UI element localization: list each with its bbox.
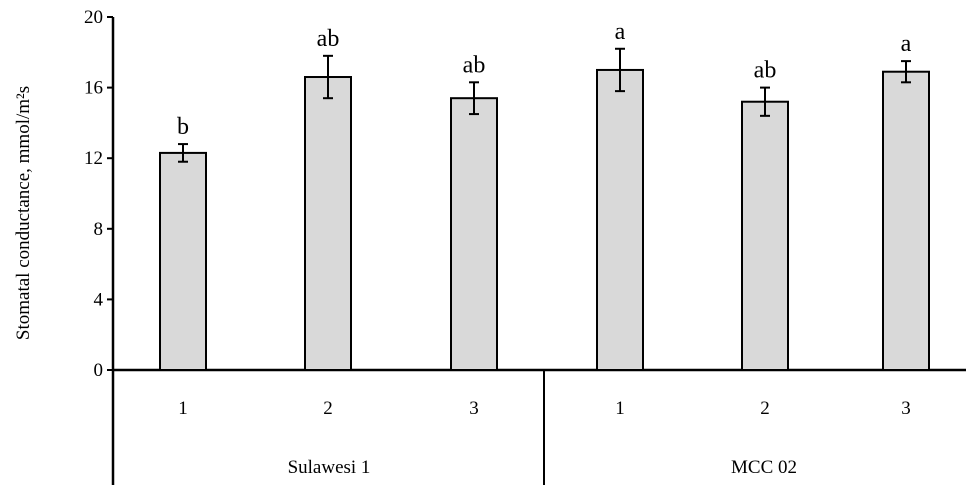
category-label: 3 [901,398,911,419]
y-tick-label: 20 [84,7,103,28]
category-label: 2 [323,398,333,419]
bars [159,47,930,371]
bar [741,100,789,371]
significance-letter: a [615,19,626,45]
y-tick-label: 8 [94,219,104,240]
category-label: 1 [615,398,625,419]
group-label: MCC 02 [731,457,797,478]
bar [450,97,498,371]
y-tick-label: 4 [94,289,104,310]
significance-letter: a [901,31,912,57]
y-tick-label: 0 [94,360,104,381]
significance-letter: ab [317,26,340,52]
labels: b 1 ab 2 ab 3 a 1 ab 2 a 3 Sulawesi 1 MCC 02 [177,19,912,478]
y-axis-label: Stomatal conductance, mmol/m²s [13,86,34,340]
bar [882,70,930,371]
y-tick-label: 12 [84,148,103,169]
bar [304,76,352,371]
category-label: 2 [760,398,770,419]
category-label: 1 [178,398,188,419]
bar [596,68,644,371]
y-tick-label: 16 [84,78,103,99]
bar [159,151,207,371]
group-label: Sulawesi 1 [288,457,371,478]
significance-letter: ab [754,58,777,84]
category-label: 3 [469,398,479,419]
significance-letter: ab [463,52,486,78]
significance-letter: b [177,114,189,140]
